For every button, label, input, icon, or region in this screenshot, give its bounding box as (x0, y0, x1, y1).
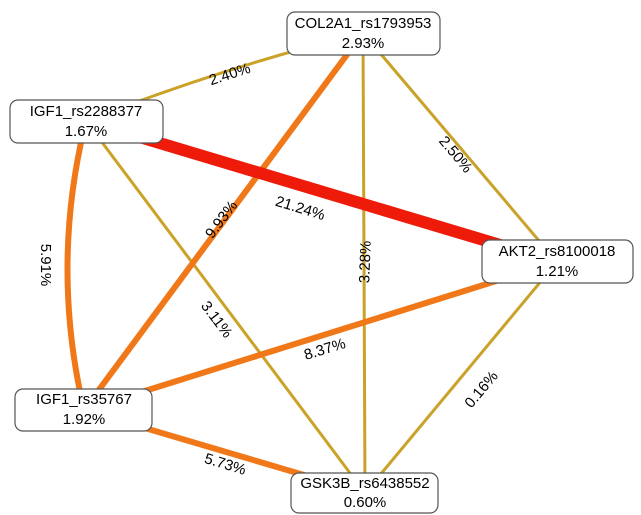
edge (84, 115, 559, 268)
edge-label: 2.40% (207, 60, 253, 89)
edge-label: 9.93% (202, 198, 241, 242)
node-value: 1.21% (536, 263, 579, 280)
node-value: 1.67% (65, 123, 108, 140)
edge (64, 120, 89, 411)
edge-label: 2.50% (435, 133, 475, 177)
edge (363, 261, 559, 494)
node-name: AKT2_rs8100018 (499, 243, 616, 260)
nodes: COL2A1_rs1793953 2.93% IGF1_rs2288377 1.… (9, 11, 634, 514)
node: COL2A1_rs1793953 2.93% (286, 11, 441, 56)
node-name: IGF1_rs2288377 (30, 103, 143, 120)
edges (64, 31, 559, 496)
edge-label: 3.28% (356, 240, 374, 283)
node: IGF1_rs2288377 1.67% (9, 99, 164, 144)
edge-label: 5.91% (37, 244, 54, 287)
node-name: GSK3B_rs6438552 (300, 475, 429, 492)
node-value: 0.60% (344, 494, 387, 511)
edge-label: 0.16% (461, 368, 501, 412)
edge (84, 120, 367, 494)
node-box (9, 99, 164, 144)
node-box (14, 388, 153, 432)
node-name: IGF1_rs35767 (36, 391, 132, 408)
node-box (481, 239, 634, 284)
edge-label: 3.11% (197, 298, 236, 341)
edge (81, 31, 366, 412)
node-name: COL2A1_rs1793953 (295, 15, 432, 32)
node-box (290, 472, 439, 514)
edge (83, 259, 558, 413)
edge-label: 21.24% (273, 193, 327, 224)
node: IGF1_rs35767 1.92% (14, 388, 153, 432)
edge (361, 32, 559, 263)
node: GSK3B_rs6438552 0.60% (290, 472, 439, 514)
node-box (286, 11, 441, 56)
node-value: 2.93% (342, 35, 385, 52)
node: AKT2_rs8100018 1.21% (481, 239, 634, 284)
node-value: 1.92% (63, 411, 106, 428)
edge (361, 32, 367, 494)
